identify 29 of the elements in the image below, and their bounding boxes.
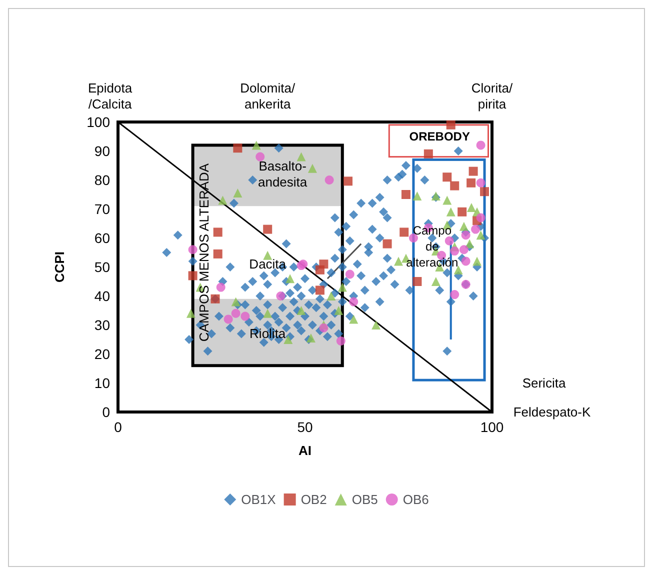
text: Dolomita/ ankerita: [240, 80, 296, 112]
legend-label: OB1X: [241, 492, 276, 507]
annotation: Basalto- andesita: [258, 158, 308, 190]
text: Epidota /Calcita: [88, 80, 133, 112]
text: Sericita: [522, 376, 566, 390]
y-tick-label: 40: [94, 288, 110, 304]
y-tick-label: 30: [94, 317, 110, 333]
y-tick-label: 90: [94, 143, 110, 159]
annotation: CAMPOS MENOS ALTERADA: [196, 163, 212, 342]
y-tick-label: 60: [94, 230, 110, 246]
y-tick-label: 10: [94, 375, 110, 391]
y-tick-label: 100: [86, 114, 110, 130]
y-tick-label: 0: [102, 404, 110, 420]
x-tick-label: 0: [114, 419, 122, 435]
text: Feldespato-K: [513, 404, 591, 420]
legend-label: OB5: [352, 492, 378, 507]
x-tick-label: 100: [480, 419, 504, 435]
y-tick-label: 80: [94, 172, 110, 188]
legend-label: OB2: [300, 492, 327, 507]
annotation: Dacita: [249, 256, 287, 272]
annotation: OREBODY: [409, 130, 470, 144]
text: Clorita/ pirita: [471, 80, 513, 112]
y-axis-title: CCPI: [52, 251, 67, 283]
y-tick-label: 20: [94, 346, 110, 362]
y-tick-label: 70: [94, 201, 110, 217]
x-tick-label: 50: [297, 419, 313, 435]
legend-label: OB6: [402, 492, 429, 507]
y-tick-label: 50: [94, 259, 110, 275]
x-axis-title: AI: [298, 443, 312, 458]
